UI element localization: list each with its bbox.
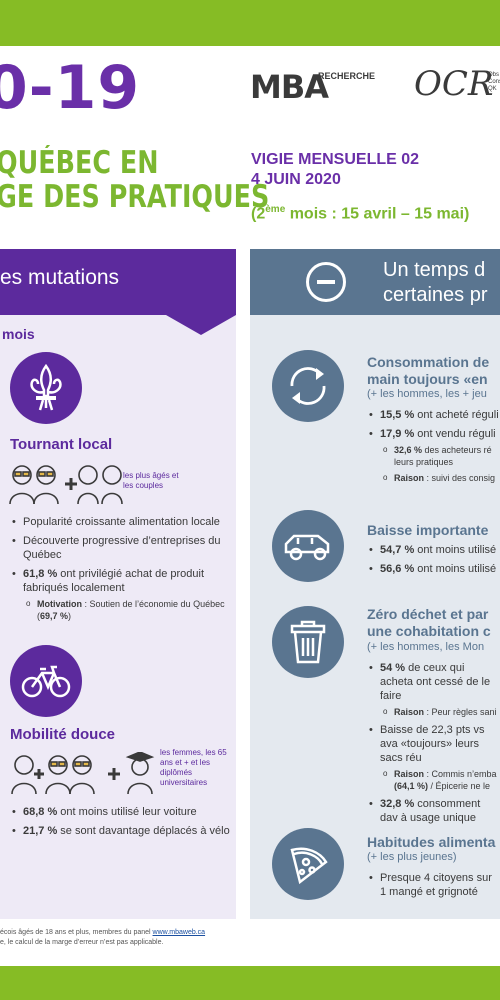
list-item: Presque 4 citoyens sur 1 mangé et grigno… (367, 871, 500, 899)
recycle-arrows-icon (272, 350, 344, 422)
bottom-band (0, 966, 500, 1000)
subtitle: QUÉBEC EN GE DES PRATIQUES (0, 146, 269, 214)
list-item: 54,7 % ont moins utilisé (367, 543, 500, 557)
bicycle-icon (10, 645, 82, 717)
people-group-icon (8, 751, 158, 801)
panel-link[interactable]: www.mbaweb.ca (152, 929, 206, 936)
habitudes-title: Habitudes alimenta (367, 834, 496, 850)
consommation-title: Consommation de main toujours «en (367, 354, 490, 387)
minus-icon (306, 262, 346, 302)
vigie-line1: VIGIE MENSUELLE 02 (251, 151, 420, 168)
left-panel-heading: es mutations (0, 266, 120, 289)
list-subitem: Raison : Peur règles sani (380, 706, 500, 718)
list-item: 32,8 % consomment dav à usage unique (367, 797, 500, 825)
period-label: (2ème mois : 15 avril – 15 mai) (251, 204, 470, 223)
mobilite-bullets: 68,8 % ont moins utilisé leur voiture 21… (10, 805, 232, 843)
list-subitem: Raison : suivi des consig (380, 472, 500, 484)
list-item: 56,6 % ont moins utilisé (367, 562, 500, 576)
subtitle-line2: GE DES PRATIQUES (0, 179, 270, 215)
right-panel-heading: Un temps d certaines pr (383, 259, 488, 306)
pizza-slice-icon (272, 828, 344, 900)
mois-label: mois (2, 326, 35, 342)
zero-dechet-subtitle: (+ les hommes, les Mon (367, 641, 485, 653)
left-header-notch (166, 315, 236, 335)
list-item: Baisse de 22,3 pts vs ava «toujours» leu… (367, 723, 500, 792)
list-item: 17,9 % ont vendu réguli 32,6 % des achet… (367, 427, 500, 484)
fleur-de-lys-icon (10, 352, 82, 424)
vigie-date: 4 JUIN 2020 (251, 171, 341, 188)
zero-dechet-title: Zéro déchet et par une cohabitation c (367, 606, 491, 639)
consommation-bullets: 15,5 % ont acheté réguli 17,9 % ont vend… (367, 408, 500, 489)
tournant-local-title: Tournant local (10, 436, 113, 453)
mobilite-douce-title: Mobilité douce (10, 726, 115, 743)
top-band (0, 0, 500, 46)
right-panel-header (250, 249, 500, 315)
ocr-logo-small: Obs Cons QK (488, 72, 500, 92)
car-icon (272, 510, 344, 582)
habitudes-subtitle: (+ les plus jeunes) (367, 851, 457, 863)
main-title: 0-19 (0, 53, 141, 123)
list-item: 68,8 % ont moins utilisé leur voiture (10, 805, 232, 819)
list-item: 21,7 % se sont davantage déplacés à vélo (10, 824, 232, 838)
list-item: Popularité croissante alimentation local… (10, 515, 232, 529)
minus-icon-bar (317, 280, 335, 284)
left-panel-header (0, 249, 236, 315)
list-item: Découverte progressive d’entreprises du … (10, 534, 232, 562)
list-subitem: Motivation : Soutien de l’économie du Qu… (23, 598, 232, 622)
baisse-bullets: 54,7 % ont moins utilisé 56,6 % ont moin… (367, 543, 500, 581)
list-item: 61,8 % ont privilégié achat de produit f… (10, 567, 232, 622)
list-subitem: 32,6 % des acheteurs ré leurs pratiques (380, 444, 500, 468)
list-item: 54 % de ceux qui acheta ont cessé de le … (367, 661, 500, 718)
mba-logo-recherche: RECHERCHE (318, 71, 376, 81)
footer-note: écois âgés de 18 ans et plus, membres du… (0, 929, 206, 946)
local-group-label: les plus âgés et les couples (123, 471, 179, 490)
habitudes-bullets: Presque 4 citoyens sur 1 mangé et grigno… (367, 871, 500, 904)
mobilite-group-label: les femmes, les 65 ans et + et les diplô… (160, 748, 227, 787)
mba-logo: MBA (250, 68, 329, 106)
baisse-title: Baisse importante (367, 522, 489, 538)
elderly-couple-icon (8, 462, 126, 511)
consommation-subtitle: (+ les hommes, les + jeu (367, 388, 487, 400)
local-bullets: Popularité croissante alimentation local… (10, 515, 232, 627)
vigie-block: VIGIE MENSUELLE 02 4 JUIN 2020 (251, 150, 419, 190)
subtitle-line1: QUÉBEC EN (0, 145, 159, 181)
list-item: 15,5 % ont acheté réguli (367, 408, 500, 422)
list-subitem: Raison : Commis n’emba (64,1 %) / Épicer… (380, 768, 500, 792)
zero-dechet-bullets: 54 % de ceux qui acheta ont cessé de le … (367, 661, 500, 830)
ocr-logo: OCR (414, 64, 494, 104)
trash-bin-icon (272, 606, 344, 678)
